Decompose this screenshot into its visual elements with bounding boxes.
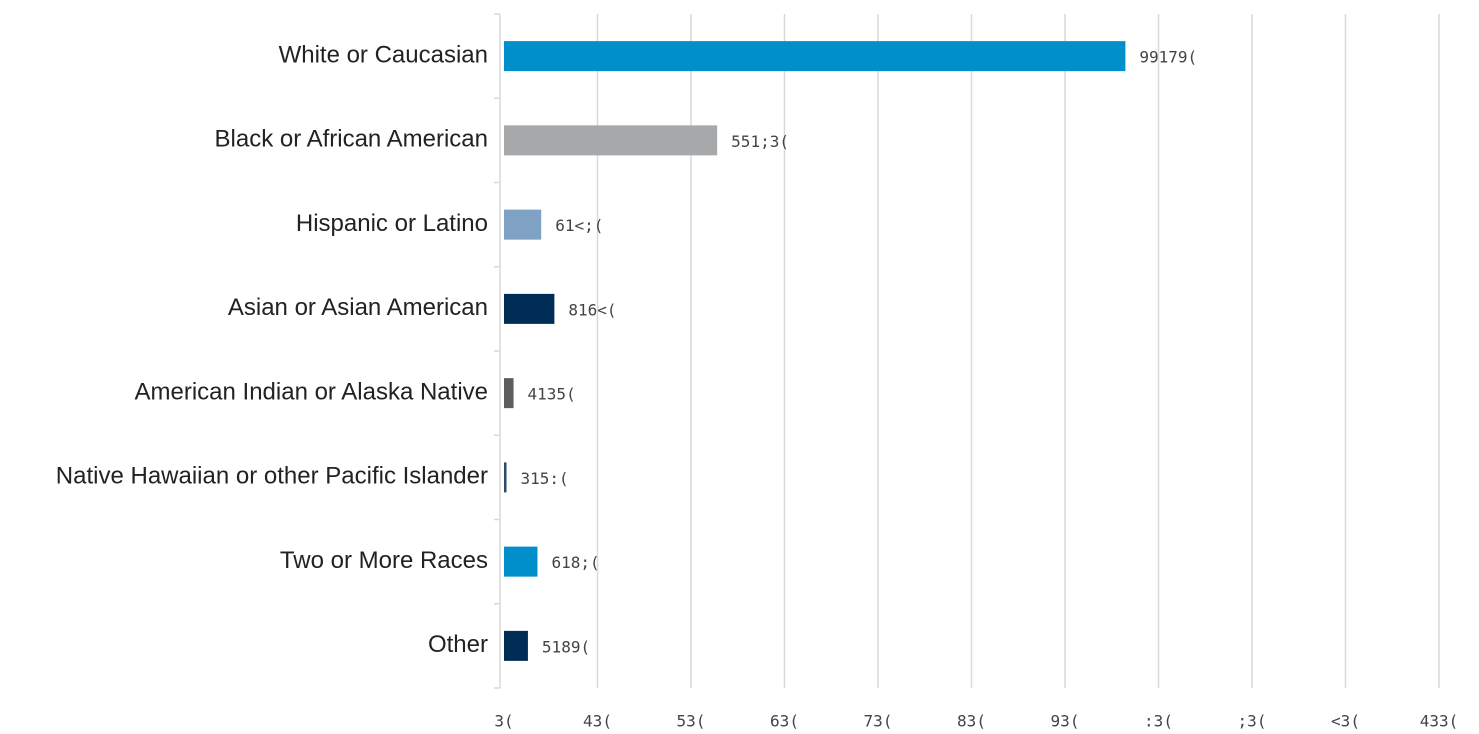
- bar: [504, 209, 542, 240]
- category-label: Asian or Asian American: [228, 294, 488, 321]
- category-label: Black or African American: [215, 126, 488, 153]
- category-label: Two or More Races: [280, 547, 488, 574]
- value-label: 315:(: [521, 469, 569, 488]
- bar: [504, 630, 528, 661]
- value-label: 551;3(: [731, 132, 789, 151]
- x-tick-label: 43(: [583, 712, 612, 731]
- x-tick-label: 93(: [1051, 712, 1080, 731]
- x-tick-label: 63(: [770, 712, 799, 731]
- value-label: 4135(: [528, 385, 576, 404]
- x-tick-label: 53(: [677, 712, 706, 731]
- category-label: Native Hawaiian or other Pacific Islande…: [56, 463, 488, 490]
- value-label: 816<(: [568, 300, 616, 319]
- category-label: Other: [428, 631, 488, 658]
- value-label: 99179(: [1139, 48, 1197, 67]
- bar: [504, 462, 507, 493]
- value-label: 61<;(: [555, 216, 603, 235]
- x-tick-label: 73(: [864, 712, 893, 731]
- x-tick-label: <3(: [1331, 712, 1360, 731]
- x-tick-label: 433(: [1420, 712, 1459, 731]
- bar: [504, 125, 718, 156]
- x-tick-label: 83(: [957, 712, 986, 731]
- value-label: 618;(: [551, 553, 599, 572]
- bar: [504, 293, 555, 324]
- x-tick-label: ;3(: [1238, 712, 1267, 731]
- bar: [504, 546, 538, 577]
- category-label: White or Caucasian: [279, 41, 488, 68]
- category-label: American Indian or Alaska Native: [134, 378, 488, 405]
- category-label: Hispanic or Latino: [296, 210, 488, 237]
- x-tick-label: :3(: [1144, 712, 1173, 731]
- bar: [504, 41, 1126, 72]
- bar: [504, 378, 514, 409]
- value-label: 5189(: [542, 637, 590, 656]
- x-tick-label: 3(: [494, 712, 513, 731]
